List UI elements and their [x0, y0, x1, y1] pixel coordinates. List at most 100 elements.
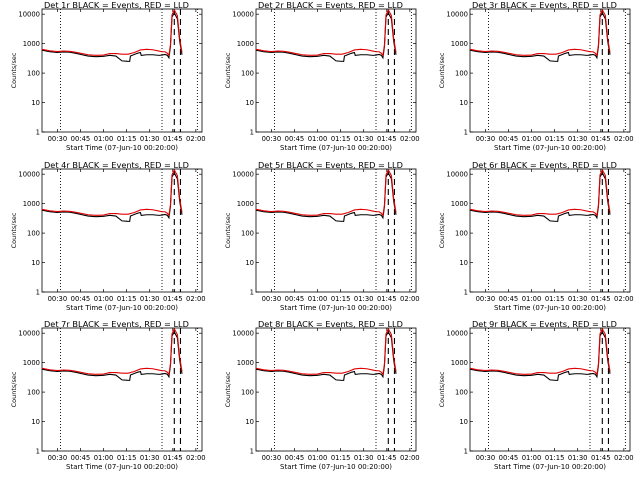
x-tick-label: 00:30 — [48, 454, 68, 462]
series-line-lld — [42, 169, 183, 217]
y-tick-label: 100 — [27, 230, 40, 238]
panel-title: Det 3r BLACK = Events, RED = LLD — [472, 0, 617, 10]
x-tick-label: 00:45 — [71, 295, 91, 303]
panel-title: Det 4r BLACK = Events, RED = LLD — [44, 160, 189, 170]
y-axis-label: Counts/sec — [438, 371, 446, 407]
plot-frame — [469, 168, 631, 293]
x-tick-label: 02:00 — [400, 295, 420, 303]
y-tick-label: 1 — [464, 289, 468, 297]
detector-panel-4: Det 4r BLACK = Events, RED = LLD 1 10 100 10… — [10, 160, 206, 312]
y-tick-label: 10000 — [232, 330, 254, 338]
y-tick-label: 1000 — [237, 40, 254, 48]
y-tick-label: 10 — [245, 259, 254, 267]
y-tick-label: 10 — [31, 99, 40, 107]
x-axis-label: Start Time (07-Jun-10 00:20:00) — [66, 304, 178, 312]
x-axis-label: Start Time (07-Jun-10 00:20:00) — [494, 463, 606, 471]
series-line-lld — [470, 9, 611, 57]
detector-panel-9: Det 9r BLACK = Events, RED = LLD 1 10 100 10… — [438, 319, 634, 471]
y-tick-label: 10 — [459, 259, 468, 267]
x-tick-label: 01:45 — [591, 454, 611, 462]
x-tick-label: 01:15 — [117, 295, 137, 303]
y-axis-label: Counts/sec — [10, 212, 18, 248]
y-tick-label: 10 — [31, 418, 40, 426]
x-tick-label: 00:45 — [285, 454, 305, 462]
x-tick-label: 02:00 — [186, 135, 206, 143]
y-tick-label: 10000 — [232, 171, 254, 179]
x-tick-label: 00:45 — [285, 135, 305, 143]
plot-frame — [255, 8, 417, 133]
y-tick-label: 10 — [31, 259, 40, 267]
y-axis-label: Counts/sec — [224, 212, 232, 248]
detector-panel-6: Det 6r BLACK = Events, RED = LLD 1 10 100 10… — [438, 160, 634, 312]
series-line-lld — [470, 328, 611, 376]
detector-panel-8: Det 8r BLACK = Events, RED = LLD 1 10 100 10… — [224, 319, 420, 471]
x-tick-label: 01:45 — [377, 295, 397, 303]
x-tick-label: 00:30 — [262, 295, 282, 303]
x-axis-label: Start Time (07-Jun-10 00:20:00) — [280, 144, 392, 152]
y-tick-label: 1000 — [451, 40, 468, 48]
x-tick-label: 01:00 — [308, 295, 328, 303]
y-tick-label: 100 — [27, 70, 40, 78]
y-tick-label: 10 — [459, 99, 468, 107]
panel-title: Det 1r BLACK = Events, RED = LLD — [44, 0, 189, 10]
y-tick-label: 100 — [241, 230, 254, 238]
y-tick-label: 100 — [455, 230, 468, 238]
x-tick-label: 00:45 — [499, 135, 519, 143]
y-tick-label: 1000 — [23, 200, 40, 208]
y-tick-label: 1 — [464, 448, 468, 456]
detector-panel-3: Det 3r BLACK = Events, RED = LLD 1 10 100 10… — [438, 0, 634, 152]
plot-frame — [469, 327, 631, 452]
y-tick-label: 10 — [245, 418, 254, 426]
panel-title: Det 9r BLACK = Events, RED = LLD — [472, 319, 617, 329]
x-tick-label: 01:00 — [522, 454, 542, 462]
x-tick-label: 01:00 — [308, 135, 328, 143]
panel-title: Det 2r BLACK = Events, RED = LLD — [258, 0, 403, 10]
panel-title: Det 7r BLACK = Events, RED = LLD — [44, 319, 189, 329]
x-tick-label: 01:00 — [94, 295, 114, 303]
series-line-lld — [256, 328, 397, 376]
x-tick-label: 01:30 — [354, 295, 374, 303]
x-tick-label: 00:45 — [499, 454, 519, 462]
x-tick-label: 00:30 — [476, 295, 496, 303]
panel-title: Det 6r BLACK = Events, RED = LLD — [472, 160, 617, 170]
x-tick-label: 01:30 — [140, 295, 160, 303]
x-tick-label: 01:00 — [94, 454, 114, 462]
x-tick-label: 01:45 — [591, 135, 611, 143]
y-tick-label: 1000 — [23, 359, 40, 367]
x-tick-label: 02:00 — [400, 135, 420, 143]
x-tick-label: 01:30 — [354, 454, 374, 462]
y-tick-label: 100 — [455, 70, 468, 78]
plot-frame — [41, 8, 203, 133]
x-tick-label: 00:45 — [71, 454, 91, 462]
x-tick-label: 00:45 — [285, 295, 305, 303]
x-tick-label: 01:00 — [94, 135, 114, 143]
y-tick-label: 1000 — [451, 200, 468, 208]
x-axis-label: Start Time (07-Jun-10 00:20:00) — [66, 463, 178, 471]
detector-panel-7: Det 7r BLACK = Events, RED = LLD 1 10 100 10… — [10, 319, 206, 471]
series-line-lld — [256, 9, 397, 57]
x-tick-label: 01:15 — [117, 454, 137, 462]
detector-panel-5: Det 5r BLACK = Events, RED = LLD 1 10 100 10… — [224, 160, 420, 312]
x-tick-label: 01:15 — [545, 135, 565, 143]
x-tick-label: 02:00 — [186, 295, 206, 303]
y-axis-label: Counts/sec — [224, 52, 232, 88]
x-tick-label: 01:15 — [545, 295, 565, 303]
x-tick-label: 01:45 — [163, 454, 183, 462]
plot-frame — [41, 327, 203, 452]
x-tick-label: 01:30 — [568, 295, 588, 303]
x-tick-label: 01:15 — [117, 135, 137, 143]
y-tick-label: 1 — [250, 289, 254, 297]
x-tick-label: 01:15 — [331, 135, 351, 143]
y-tick-label: 1 — [250, 448, 254, 456]
y-tick-label: 100 — [455, 389, 468, 397]
series-line-lld — [256, 169, 397, 217]
y-tick-label: 10000 — [232, 11, 254, 19]
x-tick-label: 01:45 — [591, 295, 611, 303]
x-tick-label: 00:45 — [499, 295, 519, 303]
y-axis-label: Counts/sec — [438, 52, 446, 88]
y-axis-label: Counts/sec — [10, 371, 18, 407]
detector-panel-1: Det 1r BLACK = Events, RED = LLD 1 10 100 10… — [10, 0, 206, 152]
y-tick-label: 100 — [241, 70, 254, 78]
y-tick-label: 10000 — [18, 11, 40, 19]
